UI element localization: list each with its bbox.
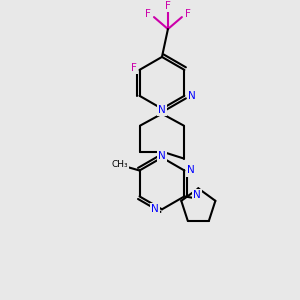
Text: N: N [158,105,166,115]
Text: F: F [185,9,191,19]
Text: F: F [165,1,171,11]
Text: N: N [188,91,196,101]
Text: N: N [151,204,159,214]
Text: N: N [194,190,201,200]
Text: CH₃: CH₃ [111,160,128,169]
Text: N: N [158,151,166,160]
Text: F: F [130,63,136,73]
Text: N: N [188,166,195,176]
Text: F: F [145,9,151,19]
